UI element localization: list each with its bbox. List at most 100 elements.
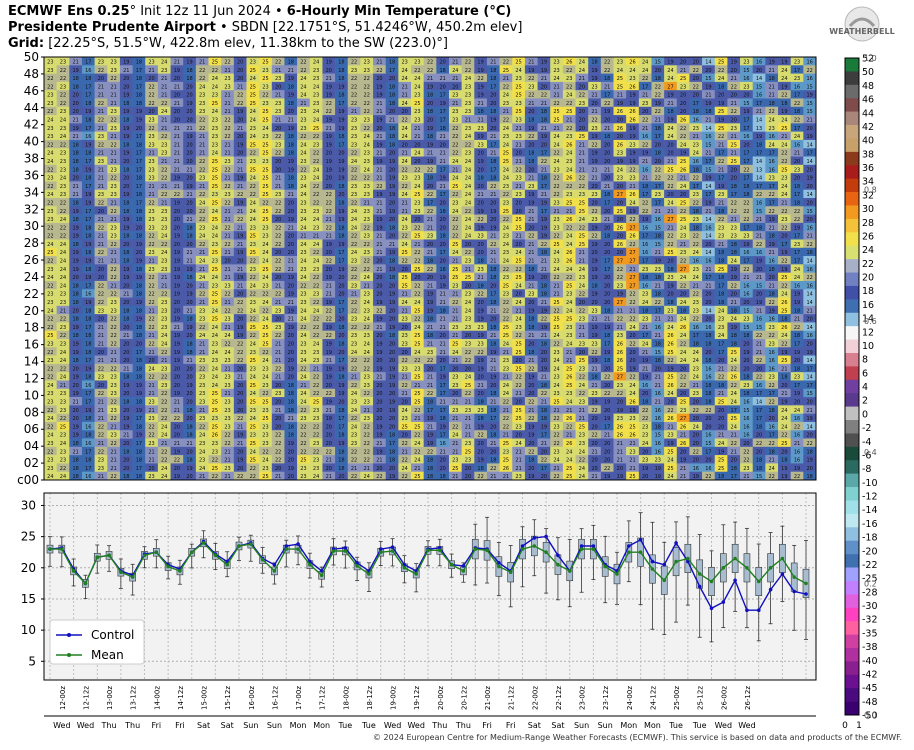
cell-value: 22 [351,300,357,306]
cell-value: 20 [490,317,496,323]
cell-value: 21 [376,176,382,182]
heatmap-cell [157,421,171,431]
heatmap-cell [56,272,70,282]
cell-value: 19 [439,275,445,281]
weatherbell-logo: WEATHERBELL [829,6,895,42]
cell-value: 19 [477,308,483,314]
cell-value: 18 [604,76,610,82]
heatmap-cell [195,438,209,448]
heatmap-cell [44,438,57,448]
cell-value: 20 [326,441,332,447]
cell-value: 23 [224,358,230,364]
cell-value: 20 [338,275,344,281]
cell-value: 23 [300,300,306,306]
cell-value: 22 [553,176,559,182]
cell-value: 23 [402,416,408,422]
model-name: ECMWF Ens 0.25 [8,4,130,19]
heatmap-cell [195,222,209,232]
cell-value: 22 [60,101,66,107]
cell-value: 23 [47,300,53,306]
heatmap-cell [69,189,83,199]
cell-value: 22 [237,341,243,347]
cell-value: 19 [541,217,547,223]
cell-value: 21 [288,225,294,231]
heatmap-cell [94,123,108,132]
heatmap-cell [132,198,146,207]
cell-value: 17 [136,466,142,472]
cell-value: 18 [136,142,142,148]
cell-value: 23 [591,391,597,397]
cell-value: 23 [313,93,319,99]
cell-value: 19 [174,200,180,206]
cell-value: 22 [110,118,116,124]
cell-value: 19 [136,109,142,115]
heatmap-cell [119,106,133,116]
heatmap-cell [132,115,146,124]
heatmap-cell [170,405,184,414]
heatmap-cell [56,372,70,381]
cell-value: 24 [364,142,370,148]
cell-value: 19 [477,159,483,165]
cell-value: 21 [275,474,281,480]
cell-value: 18 [439,126,445,132]
heatmap-cell [157,214,171,224]
cell-value: 25 [262,267,268,273]
cell-value: 23 [60,59,66,65]
cell-value: 22 [300,283,306,289]
cell-value: 22 [98,449,104,455]
cell-value: 24 [566,300,572,306]
heatmap-cell [69,247,83,257]
heatmap-cell [195,189,209,199]
cell-value: 21 [237,424,243,430]
cell-value: 21 [541,267,547,273]
cell-value: 25 [212,300,218,306]
heatmap-cell [208,231,222,240]
cell-value: 22 [465,391,471,397]
cell-value: 19 [123,267,129,273]
cell-value: 24 [47,308,53,314]
cell-value: 17 [338,300,344,306]
cell-value: 19 [528,433,534,439]
cell-value: 19 [389,192,395,198]
cell-value: 20 [465,242,471,248]
cell-value: 18 [604,192,610,198]
cell-value: 19 [389,292,395,298]
heatmap-cell [107,81,121,91]
cell-value: 19 [326,325,332,331]
cell-value: 21 [224,93,230,99]
cell-value: 20 [186,142,192,148]
cell-value: 21 [452,59,458,65]
heatmap-cell [69,98,83,108]
cell-value: 21 [123,333,129,339]
cell-value: 23 [642,433,648,439]
cell-value: 23 [427,234,433,240]
heatmap-cell [208,247,222,257]
cell-value: 22 [313,300,319,306]
cell-value: 22 [47,350,53,356]
cell-value: 21 [161,126,167,132]
cell-value: 21 [110,250,116,256]
cell-value: 23 [629,176,635,182]
heatmap-cell [183,156,197,166]
cell-value: 25 [503,458,509,464]
cell-value: 19 [338,383,344,389]
cell-value: 25 [262,176,268,182]
cell-value: 20 [414,217,420,223]
heatmap-cell [145,123,159,132]
cell-value: 23 [224,317,230,323]
cell-value: 21 [148,449,154,455]
cell-value: 22 [300,408,306,414]
heatmap-cell [94,206,108,215]
heatmap-cell [119,231,133,240]
cell-value: 17 [439,118,445,124]
cell-value: 20 [515,433,521,439]
cell-value: 20 [591,416,597,422]
cell-value: 21 [224,109,230,115]
cell-value: 24 [199,259,205,265]
cell-value: 18 [123,250,129,256]
cell-value: 23 [617,383,623,389]
heatmap-cell [119,347,133,356]
cell-value: 22 [503,416,509,422]
heatmap-cell [195,239,209,249]
cell-value: 22 [402,458,408,464]
